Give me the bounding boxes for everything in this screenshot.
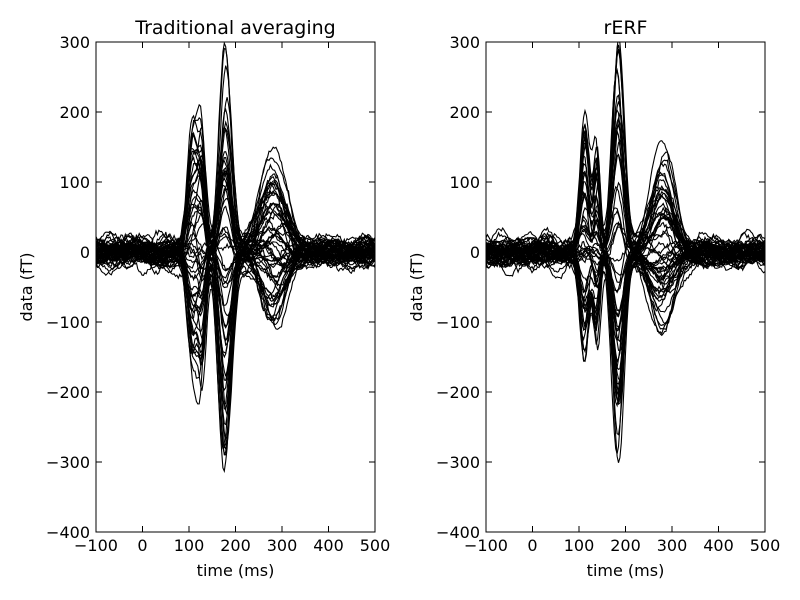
x-tick-label: 200 <box>220 536 251 555</box>
panel-2-y-axis-label: data (fT) <box>407 252 426 321</box>
x-tick-label: 300 <box>267 536 298 555</box>
y-tick-label: 200 <box>59 103 90 122</box>
x-tick-label: 400 <box>703 536 734 555</box>
y-tick-label: 100 <box>59 173 90 192</box>
y-tick-label: −200 <box>46 383 90 402</box>
x-tick-label: −100 <box>464 536 508 555</box>
y-tick-label: −200 <box>436 383 480 402</box>
x-tick-label: 400 <box>313 536 344 555</box>
x-tick-label: 100 <box>174 536 205 555</box>
y-tick-label: −100 <box>436 313 480 332</box>
x-tick-label: 0 <box>137 536 147 555</box>
panel-1-y-axis-label: data (fT) <box>17 252 36 321</box>
x-tick-label: −100 <box>74 536 118 555</box>
y-tick-label: −300 <box>46 453 90 472</box>
trace-line <box>486 48 765 268</box>
y-tick-label: 300 <box>449 33 480 52</box>
panel-1-title: Traditional averaging <box>134 17 335 39</box>
x-tick-label: 200 <box>610 536 641 555</box>
panel-2-traces <box>486 42 765 463</box>
y-tick-label: −400 <box>436 523 480 542</box>
panel-2-title: rERF <box>604 17 648 39</box>
x-tick-label: 100 <box>564 536 595 555</box>
y-tick-label: 0 <box>80 243 90 262</box>
trace-line <box>486 240 765 364</box>
y-tick-label: −400 <box>46 523 90 542</box>
trace-line <box>486 42 765 256</box>
x-tick-label: 500 <box>750 536 781 555</box>
trace-line <box>486 67 765 268</box>
panel-2-x-axis-label: time (ms) <box>587 561 665 580</box>
y-tick-label: 100 <box>449 173 480 192</box>
y-tick-label: 300 <box>59 33 90 52</box>
x-tick-label: 500 <box>360 536 391 555</box>
y-tick-label: 200 <box>449 103 480 122</box>
y-tick-label: −300 <box>436 453 480 472</box>
panel-1-x-axis-label: time (ms) <box>197 561 275 580</box>
x-tick-label: 300 <box>657 536 688 555</box>
panel-1: −100 0 100 200 300 400 500 −400 −300 −200 −100 0 100… <box>17 17 390 580</box>
trace-line <box>96 226 375 277</box>
x-tick-label: 0 <box>527 536 537 555</box>
y-tick-label: −100 <box>46 313 90 332</box>
panel-2: −100 0 100 200 300 400 500 −400 −300 −200 −100 0 100… <box>407 17 780 580</box>
panel-1-traces <box>96 42 375 474</box>
y-tick-label: 0 <box>470 243 480 262</box>
trace-line <box>486 208 765 274</box>
trace-line <box>96 65 375 258</box>
trace-line <box>96 47 375 263</box>
